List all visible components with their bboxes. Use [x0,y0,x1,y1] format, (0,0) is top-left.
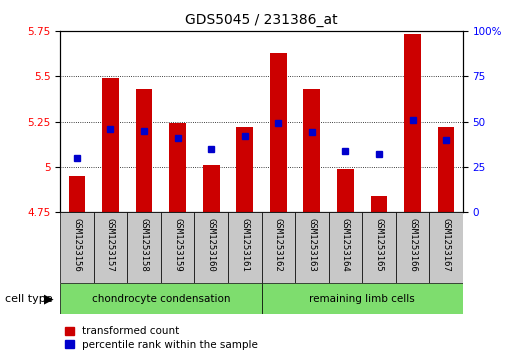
Bar [404,34,421,212]
Text: GSM1253157: GSM1253157 [106,218,115,272]
Bar [295,212,328,283]
Bar [60,212,94,283]
Text: GSM1253166: GSM1253166 [408,218,417,272]
Text: GSM1253163: GSM1253163 [308,218,316,272]
Text: GSM1253156: GSM1253156 [72,218,82,272]
Text: GSM1253160: GSM1253160 [207,218,215,272]
Bar [69,176,85,212]
Bar [127,212,161,283]
Bar [396,212,429,283]
Text: remaining limb cells: remaining limb cells [309,294,415,303]
Bar [337,169,354,212]
Bar [438,127,454,212]
Text: chondrocyte condensation: chondrocyte condensation [92,294,230,303]
Text: GSM1253159: GSM1253159 [173,218,182,272]
Bar [195,212,228,283]
Bar [102,78,119,212]
Text: GSM1253162: GSM1253162 [274,218,283,272]
Bar [328,212,362,283]
Bar [362,212,396,283]
Text: cell type: cell type [5,294,53,303]
Text: GSM1253164: GSM1253164 [341,218,350,272]
Bar [161,212,195,283]
Bar [270,53,287,212]
Bar [262,212,295,283]
Bar [262,283,463,314]
Bar [228,212,262,283]
Bar [236,127,253,212]
Bar [169,123,186,212]
Text: GSM1253158: GSM1253158 [140,218,149,272]
Text: GSM1253165: GSM1253165 [374,218,383,272]
Text: GSM1253167: GSM1253167 [441,218,451,272]
Bar [203,165,220,212]
Bar [135,89,152,212]
Bar [94,212,127,283]
Text: ▶: ▶ [44,292,53,305]
Text: GDS5045 / 231386_at: GDS5045 / 231386_at [185,13,338,27]
Legend: transformed count, percentile rank within the sample: transformed count, percentile rank withi… [65,326,258,350]
Bar [303,89,320,212]
Bar [60,283,262,314]
Bar [429,212,463,283]
Text: GSM1253161: GSM1253161 [240,218,249,272]
Bar [371,196,388,212]
